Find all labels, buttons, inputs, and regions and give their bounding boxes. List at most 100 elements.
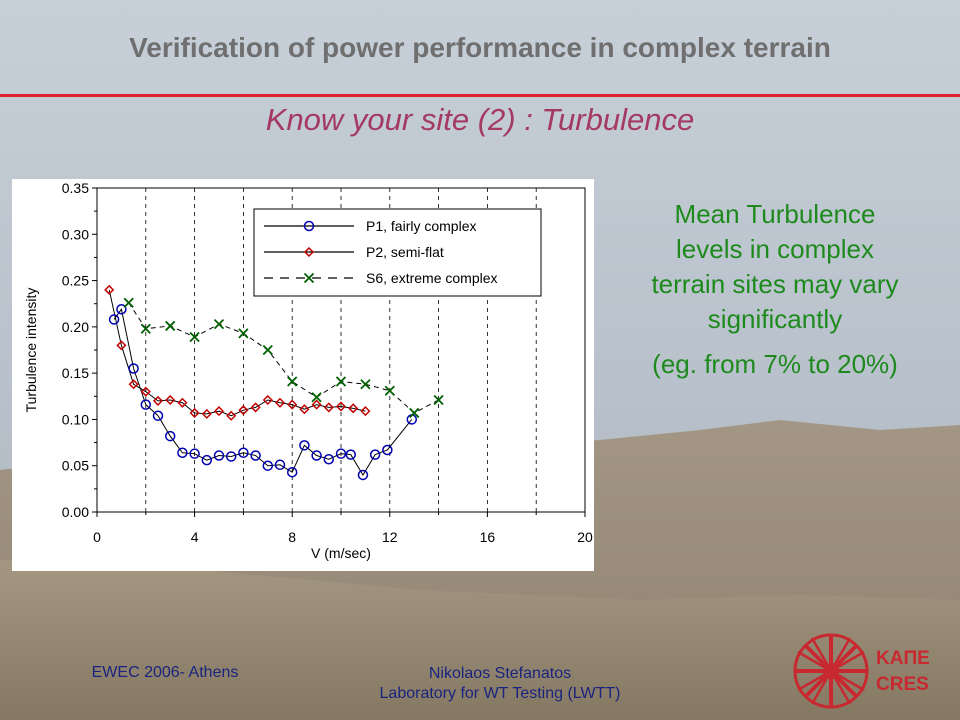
data-point [274,397,286,408]
data-point [274,459,286,471]
note-block: Mean Turbulence levels in complex terrai… [600,197,950,382]
legend-label: S6, extreme complex [366,270,498,286]
y-tick-label: 0.10 [62,411,89,427]
data-point [140,386,151,397]
data-point [335,376,347,387]
data-point [189,448,200,459]
title-divider [0,94,960,97]
note-line: significantly [707,304,843,334]
data-point [303,246,315,258]
y-tick-label: 0.25 [62,273,89,289]
x-tick-label: 4 [191,529,199,545]
data-point [360,379,371,390]
data-point [250,402,261,413]
data-point [384,385,395,396]
footer-lab: Laboratory for WT Testing (LWTT) [379,685,621,702]
legend-label: P1, fairly complex [366,218,476,234]
x-tick-label: 12 [382,529,398,545]
note-line: levels in complex [676,234,874,264]
data-point [152,410,164,421]
note-line: Mean Turbulence [674,199,876,229]
data-point [177,397,188,408]
data-point [335,448,347,459]
footer-author-name: Nikolaos Stefanatos [428,665,572,682]
y-tick-label: 0.15 [62,365,89,381]
x-tick-label: 8 [288,529,296,545]
data-point [299,404,310,415]
data-point [348,403,359,414]
data-point [189,407,200,419]
logo-text-greek: ΚΑΠΕ [876,648,930,669]
data-point [357,469,369,481]
data-point [311,450,322,461]
note-line: terrain sites may vary [651,269,899,299]
data-point [287,376,298,387]
turbulence-chart: 0.00 0.05 0.10 0.15 0.20 0.25 0.30 0.35 0 4 8 12 16 2… [12,179,594,571]
data-point [123,297,134,308]
data-point [369,449,381,460]
data-point [335,401,347,412]
data-point [104,284,115,295]
x-tick-label: 16 [480,529,496,545]
y-tick-label: 0.05 [62,458,89,474]
data-point [287,399,298,410]
data-point [360,406,371,417]
data-point [201,454,213,466]
data-point [303,220,315,232]
data-point [108,314,120,325]
data-point [116,304,127,315]
slide-title: Verification of power performance in com… [129,32,831,63]
data-point [140,399,152,410]
data-point [238,447,249,459]
data-point [238,405,249,416]
data-point [140,323,151,334]
data-point [299,440,310,451]
data-point [201,408,212,419]
data-point [213,318,225,330]
series-line-1 [113,308,413,476]
data-point [262,394,273,406]
data-point [250,450,261,461]
cres-logo-icon [793,633,869,709]
data-point [382,444,393,456]
data-point [323,453,335,465]
data-point [433,394,444,406]
data-point [177,447,188,459]
data-point [311,399,322,410]
data-point [128,363,139,374]
data-point [311,392,322,403]
data-point [323,402,334,413]
data-point [262,460,274,471]
series-line-2 [108,289,366,417]
data-point [262,344,273,356]
data-point [116,340,127,351]
y-tick-label: 0.30 [62,226,89,242]
footer-event: EWEC 2006- Athens [91,664,239,681]
y-tick-label: 0.20 [62,319,89,335]
data-point [165,320,176,332]
data-point [213,450,225,461]
data-point [165,394,176,406]
data-point [164,430,176,442]
data-point [226,410,237,421]
data-point [189,331,200,343]
y-tick-label: 0.00 [62,504,89,520]
slide-subtitle: Know your site (2) : Turbulence [265,102,695,137]
y-tick-label: 0.35 [62,180,89,196]
data-point [286,466,298,478]
data-point [303,272,315,284]
series-line-3 [128,302,439,414]
data-point [152,395,164,406]
x-tick-label: 20 [577,529,593,545]
x-axis-label: V (m/sec) [311,545,371,561]
logo-text-latin: CRES [876,674,929,695]
data-point [409,407,420,419]
data-point [128,379,139,390]
data-point [213,406,225,417]
data-point [345,449,357,460]
data-point [225,451,237,462]
data-point [238,328,249,339]
note-example: (eg. from 7% to 20%) [652,349,898,379]
legend-label: P2, semi-flat [366,244,444,260]
footer-author: Nikolaos Stefanatos Laboratory for WT Te… [330,664,670,704]
